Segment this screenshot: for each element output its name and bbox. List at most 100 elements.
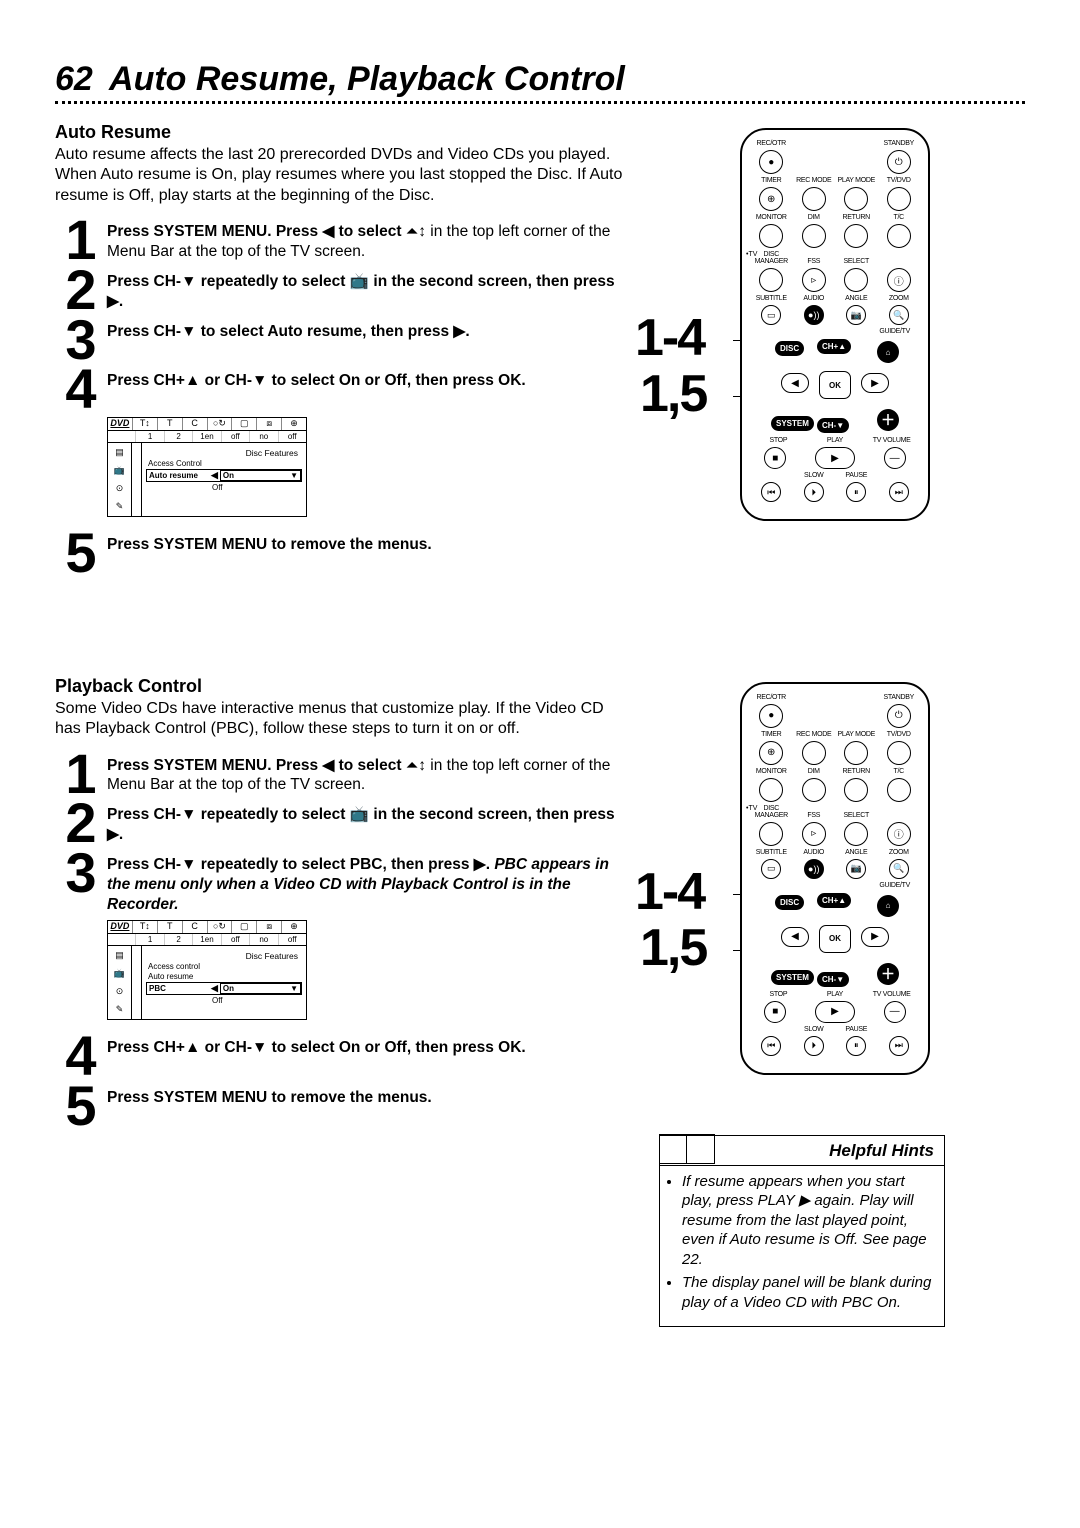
vol-button[interactable]: — — [884, 447, 906, 469]
angle-button[interactable]: 📷 — [846, 305, 866, 325]
helpful-hints-box: Helpful Hints If resume appears when you… — [659, 1135, 945, 1328]
dim-button[interactable] — [802, 778, 826, 802]
tvdvd-button[interactable] — [887, 187, 911, 211]
audio-button[interactable]: ●)) — [804, 305, 824, 325]
rec-button[interactable]: ● — [759, 704, 783, 728]
ar-screen-diagram: DVD T↕ T C ○↻ ▢ ⧈ ⊕ 1 2 1en off no off ▤ — [107, 417, 307, 517]
subtitle-button[interactable]: ▭ — [761, 305, 781, 325]
ar-step-3: 3 Press CH-▼ to select Auto resume, then… — [55, 318, 625, 362]
page-number: 62 — [55, 60, 93, 98]
standby-button[interactable]: ⏻ — [887, 150, 911, 174]
guide-button[interactable]: ⌂ — [877, 895, 899, 917]
pbc-step-4: 4 Press CH+▲ or CH-▼ to select On or Off… — [55, 1034, 625, 1078]
pause-button[interactable]: ⏸ — [846, 482, 866, 502]
left-button[interactable]: ◀ — [781, 373, 809, 393]
system-button[interactable]: SYSTEM — [771, 970, 814, 985]
stop-button[interactable]: ■ — [764, 447, 786, 469]
ch-up-button[interactable]: CH+▲ — [817, 893, 851, 908]
preference-icon: ⏶↕ — [406, 223, 426, 240]
subtitle-button[interactable]: ▭ — [761, 859, 781, 879]
next-button[interactable]: ⏭ — [889, 482, 909, 502]
play-button[interactable]: ▶ — [815, 1001, 855, 1023]
zoom-button[interactable]: 🔍 — [889, 305, 909, 325]
ch-down-button[interactable]: CH-▼ — [817, 418, 849, 433]
rec-button[interactable]: ● — [759, 150, 783, 174]
screen-sidebar: ▤📺⊙✎ — [108, 443, 132, 516]
tc-button[interactable] — [887, 778, 911, 802]
ok-button[interactable]: OK — [819, 371, 851, 399]
hints-tabs — [659, 1134, 715, 1164]
callout-15: 1,5 — [640, 372, 706, 416]
audio-button[interactable]: ●)) — [804, 859, 824, 879]
discmgr-button[interactable] — [759, 822, 783, 846]
tv-side-label: •TV — [746, 251, 757, 258]
timer-button[interactable]: ⊕ — [759, 741, 783, 765]
info-button[interactable]: ⓘ — [887, 268, 911, 292]
ar-step-5: 5 Press SYSTEM MENU to remove the menus. — [55, 531, 625, 575]
select-button[interactable] — [844, 822, 868, 846]
disc-button[interactable]: DISC — [775, 895, 804, 910]
ok-button[interactable]: OK — [819, 925, 851, 953]
slow-button[interactable]: ⏵ — [804, 482, 824, 502]
pause-button[interactable]: ⏸ — [846, 1036, 866, 1056]
right-button[interactable]: ▶ — [861, 373, 889, 393]
standby-button[interactable]: ⏻ — [887, 704, 911, 728]
plus-button[interactable]: ＋ — [877, 409, 899, 431]
fss-button[interactable]: ▹ — [802, 268, 826, 292]
recmode-button[interactable] — [802, 187, 826, 211]
ar-step-4: 4 Press CH+▲ or CH-▼ to select On or Off… — [55, 367, 625, 411]
return-button[interactable] — [844, 224, 868, 248]
next-button[interactable]: ⏭ — [889, 1036, 909, 1056]
tvdvd-button[interactable] — [887, 741, 911, 765]
remote-control: REC/OTRSTANDBY ●⏻ TIMERREC MODEPLAY MODE… — [740, 128, 930, 521]
callout-14-b: 1-4 — [635, 870, 704, 914]
system-button[interactable]: SYSTEM — [771, 416, 814, 431]
monitor-button[interactable] — [759, 224, 783, 248]
pbc-step-3: 3 Press CH-▼ repeatedly to select PBC, t… — [55, 851, 625, 914]
guide-button[interactable]: ⌂ — [877, 341, 899, 363]
prev-button[interactable]: ⏮ — [761, 482, 781, 502]
select-button[interactable] — [844, 268, 868, 292]
fss-button[interactable]: ▹ — [802, 822, 826, 846]
stop-button[interactable]: ■ — [764, 1001, 786, 1023]
return-button[interactable] — [844, 778, 868, 802]
pbc-step-2: 2 Press CH-▼ repeatedly to select 📺 in t… — [55, 801, 625, 845]
preference-icon: ⏶↕ — [406, 757, 426, 774]
play-button[interactable]: ▶ — [815, 447, 855, 469]
pbc-intro: Some Video CDs have interactive menus th… — [55, 699, 625, 740]
auto-resume-intro: Auto resume affects the last 20 prerecor… — [55, 145, 625, 206]
zoom-button[interactable]: 🔍 — [889, 859, 909, 879]
hint-item: The display panel will be blank during p… — [682, 1273, 934, 1312]
angle-button[interactable]: 📷 — [846, 859, 866, 879]
callout-15-b: 1,5 — [640, 926, 706, 970]
timer-button[interactable]: ⊕ — [759, 187, 783, 211]
nav-pad: DISC CH+▲ ⌂ ◀ OK ▶ SYSTEM CH-▼ ＋ — [775, 339, 895, 433]
ch-up-button[interactable]: CH+▲ — [817, 339, 851, 354]
dim-button[interactable] — [802, 224, 826, 248]
plus-button[interactable]: ＋ — [877, 963, 899, 985]
right-button[interactable]: ▶ — [861, 927, 889, 947]
prev-button[interactable]: ⏮ — [761, 1036, 781, 1056]
discmgr-button[interactable] — [759, 268, 783, 292]
ar-step-1: 1 Press SYSTEM MENU. Press ◀ to select ⏶… — [55, 218, 625, 262]
ch-down-button[interactable]: CH-▼ — [817, 972, 849, 987]
nav-pad: DISC CH+▲ ⌂ ◀ OK ▶ SYSTEM CH-▼ ＋ — [775, 893, 895, 987]
feature-icon: 📺 — [350, 273, 369, 290]
vol-button[interactable]: — — [884, 1001, 906, 1023]
playmode-button[interactable] — [844, 741, 868, 765]
left-button[interactable]: ◀ — [781, 927, 809, 947]
info-button[interactable]: ⓘ — [887, 822, 911, 846]
recmode-button[interactable] — [802, 741, 826, 765]
pbc-heading: Playback Control — [55, 676, 625, 697]
pbc-step-1: 1 Press SYSTEM MENU. Press ◀ to select ⏶… — [55, 752, 625, 796]
pbc-screen-diagram: DVD T↕ T C ○↻ ▢ ⧈ ⊕ 1 2 1en off no off ▤ — [107, 920, 307, 1020]
monitor-button[interactable] — [759, 778, 783, 802]
page-title-text: Auto Resume, Playback Control — [109, 60, 625, 98]
disc-button[interactable]: DISC — [775, 341, 804, 356]
title-rule — [55, 101, 1025, 104]
slow-button[interactable]: ⏵ — [804, 1036, 824, 1056]
playmode-button[interactable] — [844, 187, 868, 211]
tc-button[interactable] — [887, 224, 911, 248]
page-title: 62 Auto Resume, Playback Control — [55, 60, 1025, 99]
pbc-step-5: 5 Press SYSTEM MENU to remove the menus. — [55, 1084, 625, 1128]
